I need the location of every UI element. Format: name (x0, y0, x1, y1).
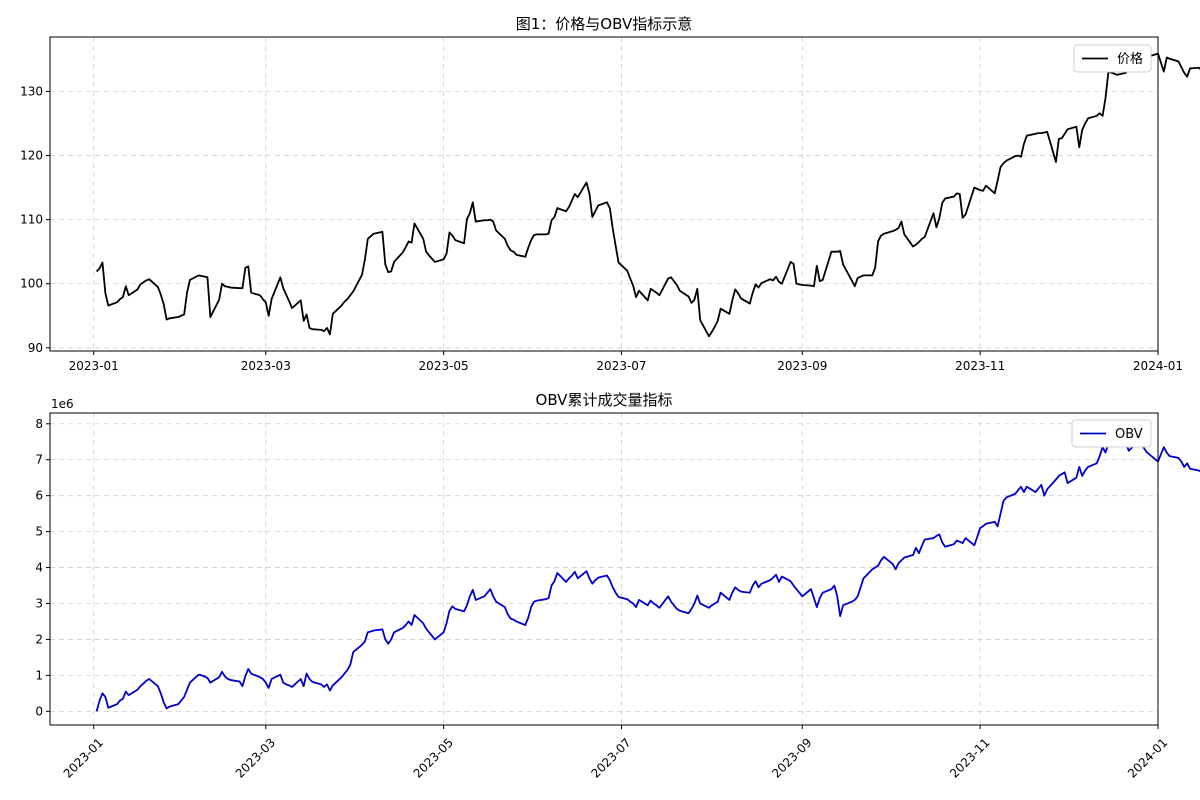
x-tick-label: 2023-11 (947, 735, 992, 780)
x-tick-label: 2024-01 (1125, 735, 1170, 780)
x-tick-label: 2023-07 (588, 735, 633, 780)
x-tick-label: 2024-01 (1133, 359, 1183, 373)
price-x-ticks: 2023-01 2023-03 2023-05 2023-07 2023-09 2023-… (69, 351, 1183, 373)
price-legend-label: 价格 (1117, 51, 1143, 67)
x-tick-label: 2023-07 (596, 359, 646, 373)
obv-legend: OBV (1071, 419, 1152, 448)
y-tick-label: 3 (35, 597, 43, 611)
obv-axes-frame (49, 412, 1159, 726)
obv-x-ticks: 2023-01 2023-03 2023-05 2023-07 2023-09 2023-… (61, 725, 1170, 781)
obv-legend-label: OBV (1115, 427, 1143, 442)
x-tick-label: 2023-05 (419, 359, 469, 373)
x-tick-label: 2023-09 (777, 359, 827, 373)
price-axes-frame (49, 36, 1159, 352)
obv-series-line (95, 435, 1200, 712)
y-tick-label: 90 (28, 341, 43, 355)
y-tick-label: 5 (35, 525, 43, 539)
y-tick-label: 120 (20, 149, 43, 163)
price-y-ticks: 90 100 110 120 130 (20, 84, 50, 355)
price-chart: 2023-01 2023-03 2023-05 2023-07 2023-09 2023-… (20, 15, 1200, 373)
x-tick-label: 2023-11 (955, 359, 1005, 373)
y-tick-label: 7 (35, 453, 43, 467)
y-tick-label: 4 (35, 561, 43, 575)
obv-chart-title: OBV累计成交量指标 (536, 391, 673, 409)
obv-legend-box (1071, 419, 1152, 448)
x-tick-label: 2023-09 (769, 735, 814, 780)
price-chart-title: 图1：价格与OBV指标示意 (516, 15, 692, 33)
y-tick-label: 8 (35, 417, 43, 431)
y-tick-label: 130 (20, 84, 43, 98)
x-tick-label: 2023-01 (61, 735, 106, 780)
obv-chart: 2023-01 2023-03 2023-05 2023-07 2023-09 2023-… (35, 391, 1200, 781)
obv-gridlines (50, 413, 1159, 725)
obv-y-ticks: 0 1 2 3 4 5 6 7 8 (35, 417, 50, 718)
x-tick-label: 2023-03 (241, 359, 291, 373)
price-legend: 价格 (1073, 44, 1152, 73)
price-series-line (95, 49, 1200, 338)
y-tick-label: 2 (35, 632, 43, 646)
y-tick-label: 6 (35, 489, 43, 503)
x-tick-label: 2023-01 (69, 359, 119, 373)
price-legend-box (1073, 44, 1152, 73)
y-tick-label: 0 (35, 704, 43, 718)
y-tick-label: 100 (20, 277, 43, 291)
y-tick-label: 1 (35, 668, 43, 682)
x-tick-label: 2023-03 (233, 735, 278, 780)
x-tick-label: 2023-05 (411, 735, 456, 780)
obv-y-multiplier: 1e6 (51, 397, 74, 411)
y-tick-label: 110 (20, 213, 43, 227)
